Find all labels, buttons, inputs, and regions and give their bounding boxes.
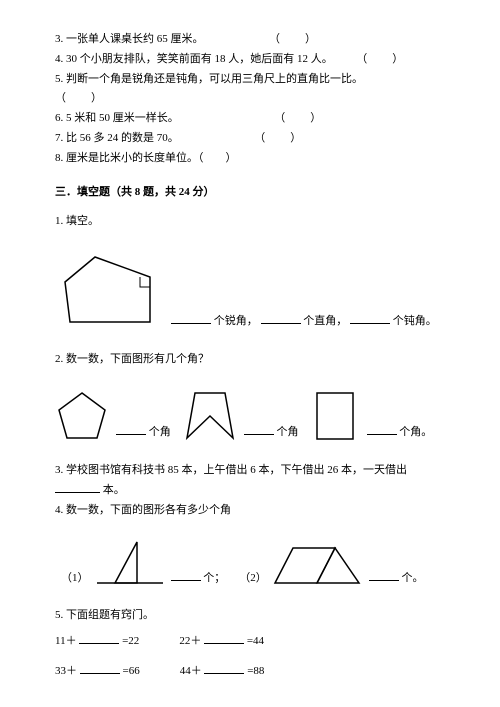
fill-q3b: 本。 <box>103 484 125 496</box>
blank <box>261 312 301 324</box>
t: 44＋ <box>180 665 202 677</box>
paren: （ ） <box>269 33 317 45</box>
q1-a: 个锐角， <box>214 315 258 327</box>
triangle-shape-icon <box>95 538 165 588</box>
q2-lbl2: 个角 <box>244 423 299 443</box>
t: 33＋ <box>55 665 77 677</box>
q4-unit2: 个。 <box>402 572 424 584</box>
blank <box>367 423 397 435</box>
judge-q3: 3. 一张单人课桌长约 65 厘米。 （ ） <box>55 30 445 50</box>
paren: （ ） <box>55 92 103 104</box>
fill-q2-figure-row: 个角 个角 个角。 <box>55 388 445 443</box>
worksheet-page: 3. 一张单人课桌长约 65 厘米。 （ ） 4. 30 个小朋友排队，笑笑前面… <box>0 0 500 702</box>
q5-r2a: 33＋ =66 <box>55 662 140 682</box>
fill-q3a: 3. 学校图书馆有科技书 85 本，上午借出 6 本，下午借出 26 本，一天借… <box>55 464 407 476</box>
q1-c: 个钝角。 <box>393 315 437 327</box>
t: =22 <box>122 635 139 647</box>
t: =88 <box>247 665 264 677</box>
blank <box>79 632 119 644</box>
fill-q4-figure-row: （1） 个； （2） 个。 <box>55 538 445 588</box>
q2-unit2: 个角。 <box>399 426 432 438</box>
fill-q5: 5. 下面组题有窍门。 <box>55 606 445 626</box>
t: =66 <box>123 665 140 677</box>
rectangle-icon <box>311 388 361 443</box>
q4-1-label: （1） <box>61 569 89 589</box>
judge-q7: 7. 比 56 多 24 的数是 70。 （ ） <box>55 129 445 149</box>
q5-row1: 11＋ =22 22＋ =44 <box>55 632 445 652</box>
fill-q2: 2. 数一数，下面图形有几个角？ <box>55 350 445 370</box>
section3-title: 三．填空题（共 8 题，共 24 分） <box>55 183 445 203</box>
blank <box>171 312 211 324</box>
q1-b: 个直角， <box>303 315 347 327</box>
t: 11＋ <box>55 635 77 647</box>
q5-r1a: 11＋ =22 <box>55 632 139 652</box>
judge-q5-text: 5. 判断一个角是锐角还是钝角，可以用三角尺上的直角比一比。 <box>55 73 363 85</box>
q1-label: 个锐角， 个直角， 个钝角。 <box>171 312 437 332</box>
q5-r2b: 44＋ =88 <box>180 662 265 682</box>
paren: （ ） <box>254 132 302 144</box>
q4-unit: 个； <box>203 572 225 584</box>
judge-q7-text: 7. 比 56 多 24 的数是 70。 <box>55 132 179 144</box>
blank <box>116 423 146 435</box>
blank <box>204 632 244 644</box>
blank <box>55 481 100 493</box>
judge-q4-text: 4. 30 个小朋友排队，笑笑前面有 18 人，她后面有 12 人。 <box>55 53 333 65</box>
q4-2-ans: 个。 <box>369 569 424 589</box>
q2-unit: 个角 <box>277 426 299 438</box>
t: =44 <box>247 635 264 647</box>
q5-r1b: 22＋ =44 <box>179 632 264 652</box>
blank <box>80 662 120 674</box>
fill-q3-cont: 本。 <box>55 481 445 501</box>
q2-lbl1: 个角 <box>116 423 171 443</box>
fill-q3: 3. 学校图书馆有科技书 85 本，上午借出 6 本，下午借出 26 本，一天借… <box>55 461 445 481</box>
judge-q6: 6. 5 米和 50 厘米一样长。 （ ） <box>55 109 445 129</box>
blank <box>369 569 399 581</box>
q2-lbl3: 个角。 <box>367 423 433 443</box>
fill-q1-figure-row: 个锐角， 个直角， 个钝角。 <box>55 252 445 332</box>
judge-q8: 8. 厘米是比米小的长度单位。（ ） <box>55 149 445 169</box>
judge-q8-text: 8. 厘米是比米小的长度单位。（ ） <box>55 152 237 164</box>
blank <box>350 312 390 324</box>
judge-q3-text: 3. 一张单人课桌长约 65 厘米。 <box>55 33 204 45</box>
paren: （ ） <box>356 53 404 65</box>
t: 22＋ <box>179 635 201 647</box>
q4-2-label: （2） <box>239 569 267 589</box>
pentagon-with-right-angle-icon <box>55 252 165 332</box>
q4-1-ans: 个； <box>171 569 226 589</box>
judge-q6-text: 6. 5 米和 50 厘米一样长。 <box>55 112 179 124</box>
concave-hexagon-icon <box>183 388 238 443</box>
fill-q4: 4. 数一数，下面的图形各有多少个角 <box>55 501 445 521</box>
blank <box>171 569 201 581</box>
judge-q4: 4. 30 个小朋友排队，笑笑前面有 18 人，她后面有 12 人。 （ ） <box>55 50 445 70</box>
q2-unit: 个角 <box>149 426 171 438</box>
fill-q1: 1. 填空。 <box>55 212 445 232</box>
q5-row2: 33＋ =66 44＋ =88 <box>55 662 445 682</box>
parallelogram-triangle-icon <box>273 543 363 588</box>
pentagon-icon <box>55 388 110 443</box>
blank <box>244 423 274 435</box>
blank <box>204 662 244 674</box>
judge-q5: 5. 判断一个角是锐角还是钝角，可以用三角尺上的直角比一比。 <box>55 70 445 90</box>
paren: （ ） <box>274 112 322 124</box>
judge-q5-paren: （ ） <box>55 89 445 109</box>
